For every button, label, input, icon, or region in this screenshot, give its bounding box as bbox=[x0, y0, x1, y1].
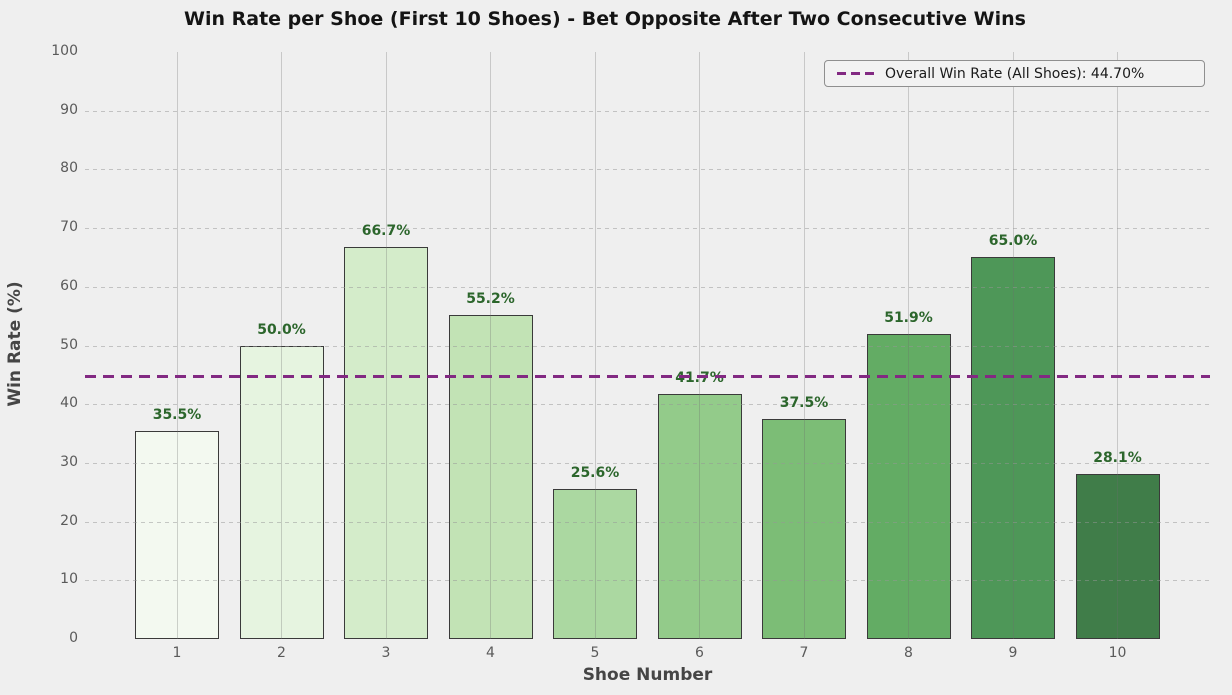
x-tick-label: 4 bbox=[486, 645, 495, 661]
x-tick-label: 9 bbox=[1008, 645, 1018, 661]
bar bbox=[866, 334, 951, 639]
y-axis-label: Win Rate (%) bbox=[5, 281, 25, 407]
chart-title: Win Rate per Shoe (First 10 Shoes) - Bet… bbox=[184, 8, 1026, 30]
x-tick-label: 5 bbox=[590, 645, 600, 661]
y-tick-label: 30 bbox=[60, 453, 78, 470]
bar bbox=[762, 418, 846, 639]
bar-value-label: 66.7% bbox=[361, 223, 411, 240]
bar bbox=[135, 430, 219, 639]
x-tick-label: 2 bbox=[277, 645, 286, 661]
gridline-horizontal bbox=[85, 110, 1210, 112]
y-tick-label: 50 bbox=[60, 336, 78, 353]
gridline-horizontal bbox=[85, 462, 1210, 464]
x-tick-label: 1 bbox=[172, 645, 182, 661]
plot-area: 35.5% 1 50.0% 2 66.7% 3 55.2% 4 25.6% 5 41.7% 6 37.5… bbox=[85, 52, 1210, 661]
bar bbox=[448, 314, 533, 639]
y-tick-label: 20 bbox=[60, 512, 78, 529]
bar-value-label: 25.6% bbox=[570, 464, 620, 481]
bar bbox=[657, 394, 742, 639]
y-tick-label: 90 bbox=[60, 101, 78, 118]
x-tick-label: 8 bbox=[904, 645, 913, 661]
gridline-horizontal bbox=[85, 286, 1210, 288]
gridline-horizontal bbox=[85, 521, 1210, 523]
y-tick-label: 60 bbox=[60, 277, 78, 294]
y-tick-label: 100 bbox=[51, 43, 78, 59]
bar bbox=[344, 247, 428, 639]
y-tick-label: 0 bbox=[69, 630, 78, 646]
bar-value-label: 37.5% bbox=[779, 394, 829, 411]
bar-value-label: 51.9% bbox=[884, 310, 933, 327]
bar-value-label: 35.5% bbox=[152, 406, 202, 423]
bar-value-label: 65.0% bbox=[988, 233, 1038, 250]
gridline-horizontal bbox=[85, 228, 1210, 230]
reference-line bbox=[85, 375, 1210, 379]
y-tick-label: 80 bbox=[60, 160, 78, 177]
x-axis-label: Shoe Number bbox=[582, 665, 713, 685]
gridline-horizontal bbox=[85, 404, 1210, 406]
y-tick-label: 40 bbox=[60, 395, 78, 412]
bar bbox=[553, 488, 637, 639]
gridline-horizontal bbox=[85, 169, 1210, 171]
bar-value-label: 50.0% bbox=[257, 321, 306, 338]
gridline-horizontal bbox=[85, 345, 1210, 347]
legend-dashed-line-sample bbox=[837, 71, 874, 76]
legend-label: Overall Win Rate (All Shoes): 44.70% bbox=[885, 65, 1145, 82]
gridline-horizontal bbox=[85, 580, 1210, 582]
x-tick-label: 6 bbox=[695, 645, 704, 661]
x-tick-label: 7 bbox=[799, 645, 809, 661]
y-tick-label: 70 bbox=[60, 219, 78, 236]
y-tick-label: 10 bbox=[60, 571, 78, 588]
bar bbox=[239, 345, 324, 639]
legend: Overall Win Rate (All Shoes): 44.70% bbox=[824, 60, 1205, 87]
x-tick-label: 3 bbox=[381, 645, 391, 661]
bar-value-label: 55.2% bbox=[466, 290, 515, 307]
bar-value-label: 28.1% bbox=[1093, 450, 1142, 467]
bar-value-label: 41.7% bbox=[675, 370, 724, 387]
x-tick-label: 10 bbox=[1108, 645, 1127, 661]
bar bbox=[971, 257, 1055, 639]
bar bbox=[1075, 474, 1160, 639]
